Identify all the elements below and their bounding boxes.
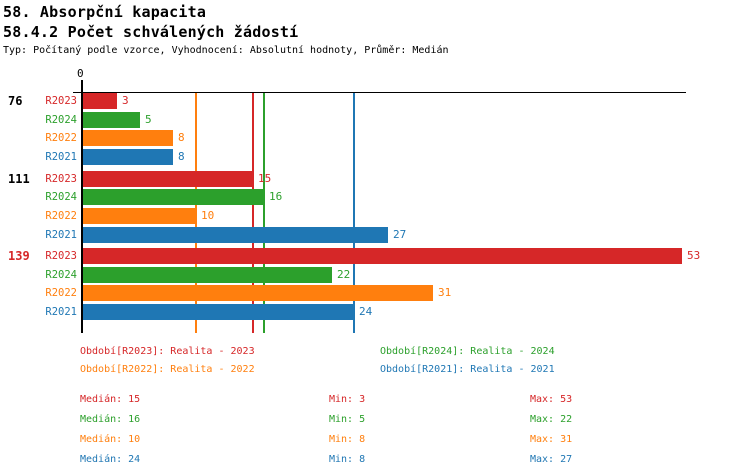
stats-min-r2023: Min: 3	[329, 394, 366, 405]
bar-value-label: 16	[269, 190, 283, 203]
chart-title: 58.4.2 Počet schválených žádostí	[3, 23, 299, 41]
row-label-r2021: R2021	[45, 151, 77, 163]
stats-max-r2022: Max: 31	[530, 434, 573, 445]
stats-max-r2023: Max: 53	[530, 394, 573, 405]
bar-r2024	[83, 189, 264, 205]
bar-r2022	[83, 285, 433, 301]
row-label-r2024: R2024	[45, 114, 77, 126]
group-total-label: 76	[8, 94, 23, 108]
stats-min-r2022: Min: 8	[329, 434, 366, 445]
legend-item-r2023: Období[R2023]: Realita - 2023	[80, 346, 255, 357]
row-label-r2021: R2021	[45, 229, 77, 241]
bar-value-label: 15	[258, 172, 272, 185]
stats-median-r2023: Medián: 15	[80, 394, 141, 405]
stats-min-r2021: Min: 8	[329, 454, 366, 465]
row-label-r2023: R2023	[45, 250, 77, 262]
group-total-label: 139	[8, 249, 30, 263]
median-line-r2021	[353, 93, 355, 333]
bar-r2021	[83, 227, 388, 243]
stats-max-r2021: Max: 27	[530, 454, 573, 465]
bar-value-label: 8	[178, 131, 185, 144]
bar-r2021	[83, 304, 354, 320]
median-line-r2024	[263, 93, 265, 333]
page-title: 58. Absorpční kapacita	[3, 3, 207, 21]
legend-item-r2022: Období[R2022]: Realita - 2022	[80, 364, 255, 375]
legend-item-r2024: Období[R2024]: Realita - 2024	[380, 346, 555, 357]
row-label-r2023: R2023	[45, 173, 77, 185]
bar-r2022	[83, 130, 173, 146]
bar-r2023	[83, 93, 117, 109]
row-label-r2021: R2021	[45, 306, 77, 318]
row-label-r2022: R2022	[45, 287, 77, 299]
chart-meta-line: Typ: Počítaný podle vzorce, Vyhodnocení:…	[3, 45, 449, 56]
x-axis-line	[73, 92, 686, 93]
stats-min-r2024: Min: 5	[329, 414, 366, 425]
bar-r2021	[83, 149, 173, 165]
row-label-r2024: R2024	[45, 269, 77, 281]
group-total-label: 111	[8, 172, 30, 186]
bar-value-label: 24	[359, 305, 373, 318]
bar-value-label: 5	[145, 113, 152, 126]
stats-median-r2021: Medián: 24	[80, 454, 141, 465]
bar-r2024	[83, 267, 332, 283]
y-axis-line	[81, 80, 83, 333]
bar-value-label: 8	[178, 150, 185, 163]
bar-value-label: 31	[438, 286, 452, 299]
stats-median-r2024: Medián: 16	[80, 414, 141, 425]
bar-r2024	[83, 112, 140, 128]
row-label-r2022: R2022	[45, 132, 77, 144]
legend-item-r2021: Období[R2021]: Realita - 2021	[380, 364, 555, 375]
bar-value-label: 22	[337, 268, 351, 281]
stats-max-r2024: Max: 22	[530, 414, 573, 425]
bar-value-label: 3	[122, 94, 129, 107]
bar-r2023	[83, 248, 682, 264]
row-label-r2023: R2023	[45, 95, 77, 107]
stats-median-r2022: Medián: 10	[80, 434, 141, 445]
bar-r2023	[83, 171, 253, 187]
median-line-r2022	[195, 93, 197, 333]
bar-value-label: 10	[201, 209, 215, 222]
median-line-r2023	[252, 93, 254, 333]
bar-value-label: 53	[687, 249, 701, 262]
row-label-r2022: R2022	[45, 210, 77, 222]
bar-value-label: 27	[393, 228, 407, 241]
bar-r2022	[83, 208, 196, 224]
axis-zero-label: 0	[77, 67, 84, 80]
row-label-r2024: R2024	[45, 191, 77, 203]
